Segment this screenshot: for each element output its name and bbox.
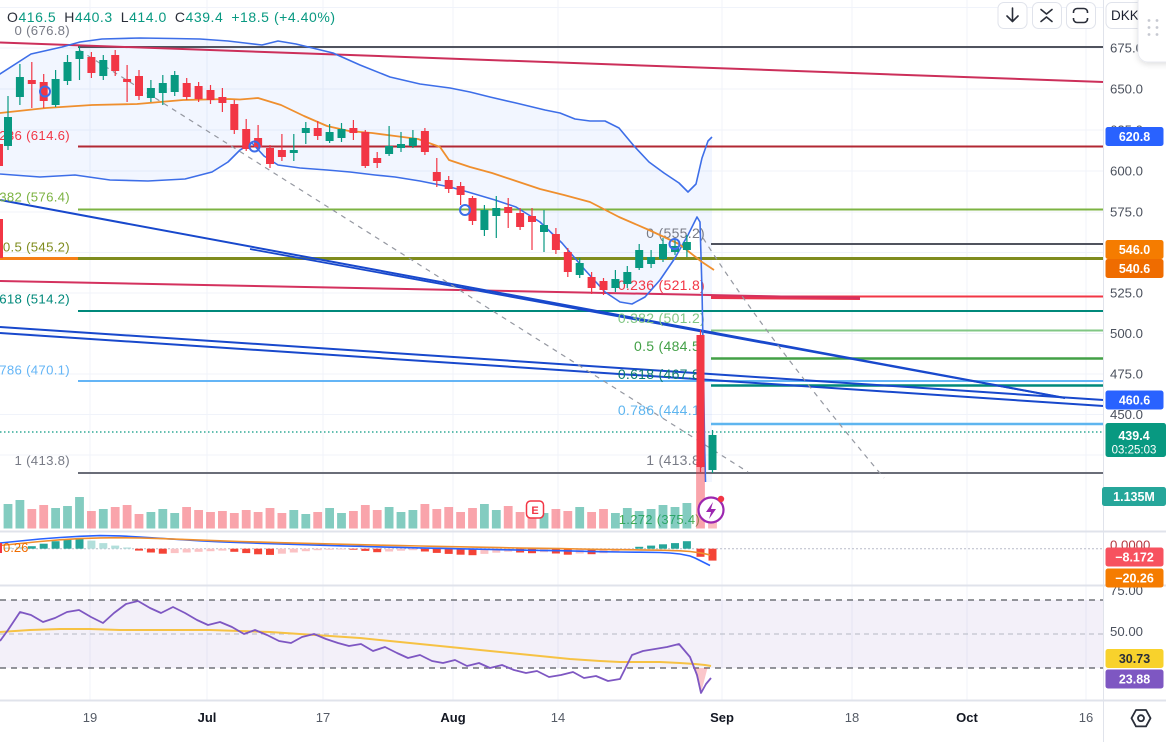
svg-text:Sep: Sep — [710, 710, 734, 725]
svg-text:0.382 (576.4): 0.382 (576.4) — [0, 190, 70, 205]
svg-text:0.26: 0.26 — [3, 540, 28, 555]
svg-text:1.135M: 1.135M — [1113, 490, 1155, 504]
svg-text:620.8: 620.8 — [1119, 130, 1150, 144]
svg-text:0.786 (444.1): 0.786 (444.1) — [618, 402, 705, 418]
svg-text:DKK: DKK — [1111, 8, 1139, 23]
svg-text:19: 19 — [83, 710, 97, 725]
svg-text:30.73: 30.73 — [1119, 652, 1150, 666]
svg-text:525.0: 525.0 — [1110, 286, 1143, 301]
svg-text:0.5 (545.2): 0.5 (545.2) — [3, 240, 70, 255]
svg-text:03:25:03: 03:25:03 — [1112, 445, 1157, 457]
svg-text:Jul: Jul — [198, 710, 217, 725]
svg-text:546.0: 546.0 — [1119, 243, 1150, 257]
svg-text:23.88: 23.88 — [1119, 673, 1150, 687]
svg-text:1 (413.8): 1 (413.8) — [15, 453, 70, 468]
svg-text:650.0: 650.0 — [1110, 82, 1143, 97]
svg-text:0.786 (470.1): 0.786 (470.1) — [0, 363, 70, 378]
svg-text:0.382 (501.2): 0.382 (501.2) — [618, 310, 705, 326]
svg-text:600.0: 600.0 — [1110, 164, 1143, 179]
svg-text:475.0: 475.0 — [1110, 367, 1143, 382]
svg-text:540.6: 540.6 — [1119, 262, 1150, 276]
svg-text:460.6: 460.6 — [1119, 394, 1150, 408]
svg-text:−8.172: −8.172 — [1115, 551, 1154, 565]
svg-text:0.618 (467.8): 0.618 (467.8) — [618, 366, 705, 382]
svg-text:0 (676.8): 0 (676.8) — [15, 23, 70, 38]
svg-text:18: 18 — [845, 710, 859, 725]
svg-text:E: E — [531, 505, 538, 517]
svg-text:0.618 (514.2): 0.618 (514.2) — [0, 292, 70, 307]
svg-text:Oct: Oct — [956, 710, 978, 725]
svg-text:Aug: Aug — [440, 710, 465, 725]
svg-text:500.0: 500.0 — [1110, 326, 1143, 341]
svg-text:50.00: 50.00 — [1110, 624, 1143, 639]
svg-text:−20.26: −20.26 — [1115, 572, 1154, 586]
svg-text:16: 16 — [1079, 710, 1093, 725]
svg-text:0.5 (484.5): 0.5 (484.5) — [634, 338, 705, 354]
svg-text:17: 17 — [316, 710, 330, 725]
svg-text:575.0: 575.0 — [1110, 205, 1143, 220]
svg-text:14: 14 — [551, 710, 565, 725]
svg-text:439.4: 439.4 — [1118, 429, 1149, 443]
